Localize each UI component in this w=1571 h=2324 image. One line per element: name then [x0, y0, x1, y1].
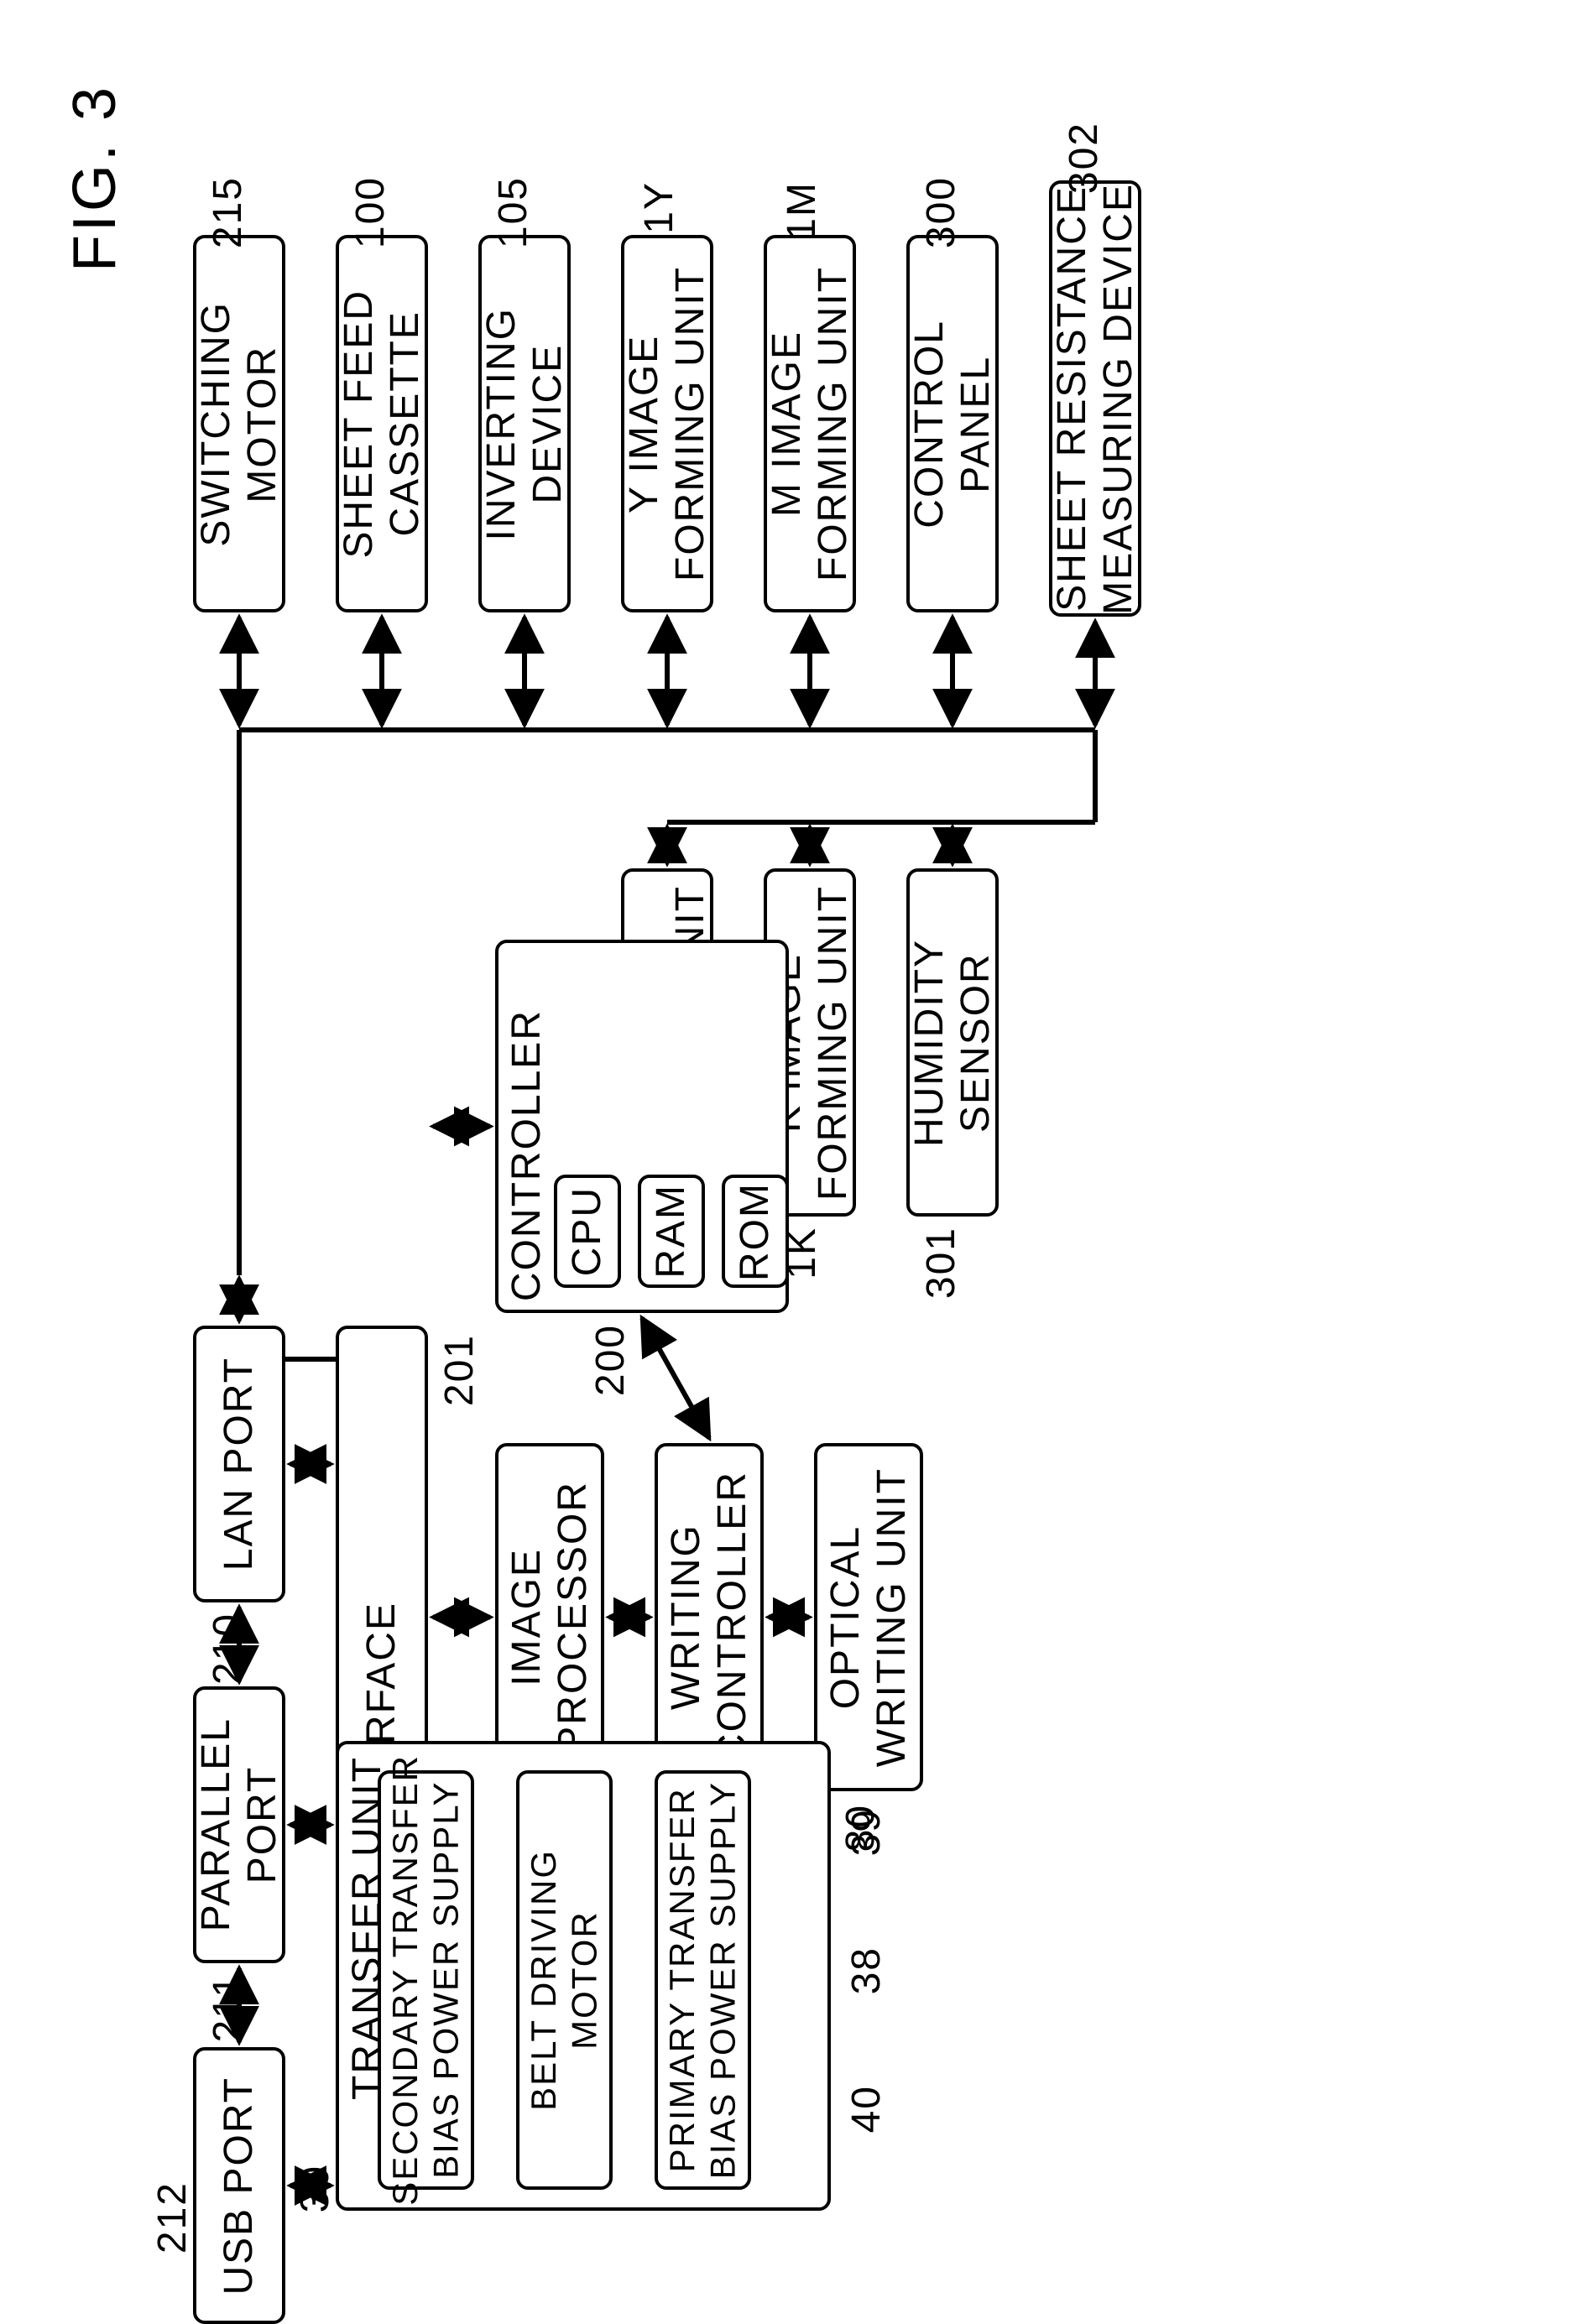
- ref-100: 100: [347, 176, 394, 248]
- parallel-port-box: PARALLEL PORT: [193, 1686, 285, 1963]
- ram-box: RAM: [638, 1175, 705, 1288]
- R40: 40: [843, 2085, 890, 2133]
- ref-200: 200: [587, 1324, 634, 1396]
- optical-writing-box: OPTICAL WRITING UNIT: [814, 1443, 923, 1791]
- figure-title: FIG. 3: [60, 84, 129, 272]
- ref-302: 302: [1061, 122, 1107, 194]
- ref-301: 301: [918, 1227, 964, 1299]
- ref-1Y: 1Y: [636, 181, 682, 234]
- R39: 39: [843, 1808, 890, 1856]
- ref-212b: 212: [149, 2181, 196, 2254]
- inverting-box: INVERTING DEVICE: [478, 235, 571, 612]
- ref-30: 30: [292, 2165, 338, 2212]
- rom-box: ROM: [722, 1175, 789, 1288]
- sheet-feed-box: SHEET FEED CASSETTE: [336, 235, 428, 612]
- diagram-canvas: FIG. 3 SWITCHING MOTOR 215 SHEET FEED CA…: [0, 0, 1571, 2244]
- R38: 38: [843, 1946, 890, 1994]
- ref-300: 300: [918, 176, 964, 248]
- y-image-box: Y IMAGE FORMING UNIT: [621, 235, 713, 612]
- humidity-box: HUMIDITY SENSOR: [906, 868, 999, 1217]
- image-processor-box: IMAGE PROCESSOR: [495, 1443, 604, 1791]
- ref-105: 105: [490, 176, 536, 248]
- m-image-box: M IMAGE FORMING UNIT: [764, 235, 856, 612]
- control-panel-box: CONTROL PANEL: [906, 235, 999, 612]
- ref-215: 215: [205, 176, 251, 248]
- secondary-transfer-box: SECONDARY TRANSFER BIAS POWER SUPPLY: [378, 1770, 474, 2190]
- ref-210: 210: [205, 1613, 251, 1685]
- belt-motor-box: BELT DRIVING MOTOR: [516, 1770, 613, 2190]
- sheet-resistance-box: SHEET RESISTANCE MEASURING DEVICE: [1049, 180, 1141, 617]
- cpu-box: CPU: [554, 1175, 621, 1288]
- writing-controller-box: WRITING CONTROLLER: [655, 1443, 764, 1791]
- switching-motor-box: SWITCHING MOTOR: [193, 235, 285, 612]
- ref-211: 211: [205, 1973, 251, 2043]
- ref-1M: 1M: [779, 181, 825, 241]
- ref-201: 201: [436, 1334, 483, 1406]
- primary-transfer-box: PRIMARY TRANSFER BIAS POWER SUPPLY: [655, 1770, 751, 2190]
- usb-port-box: USB PORT: [193, 2047, 285, 2324]
- lan-port-box: LAN PORT: [193, 1326, 285, 1602]
